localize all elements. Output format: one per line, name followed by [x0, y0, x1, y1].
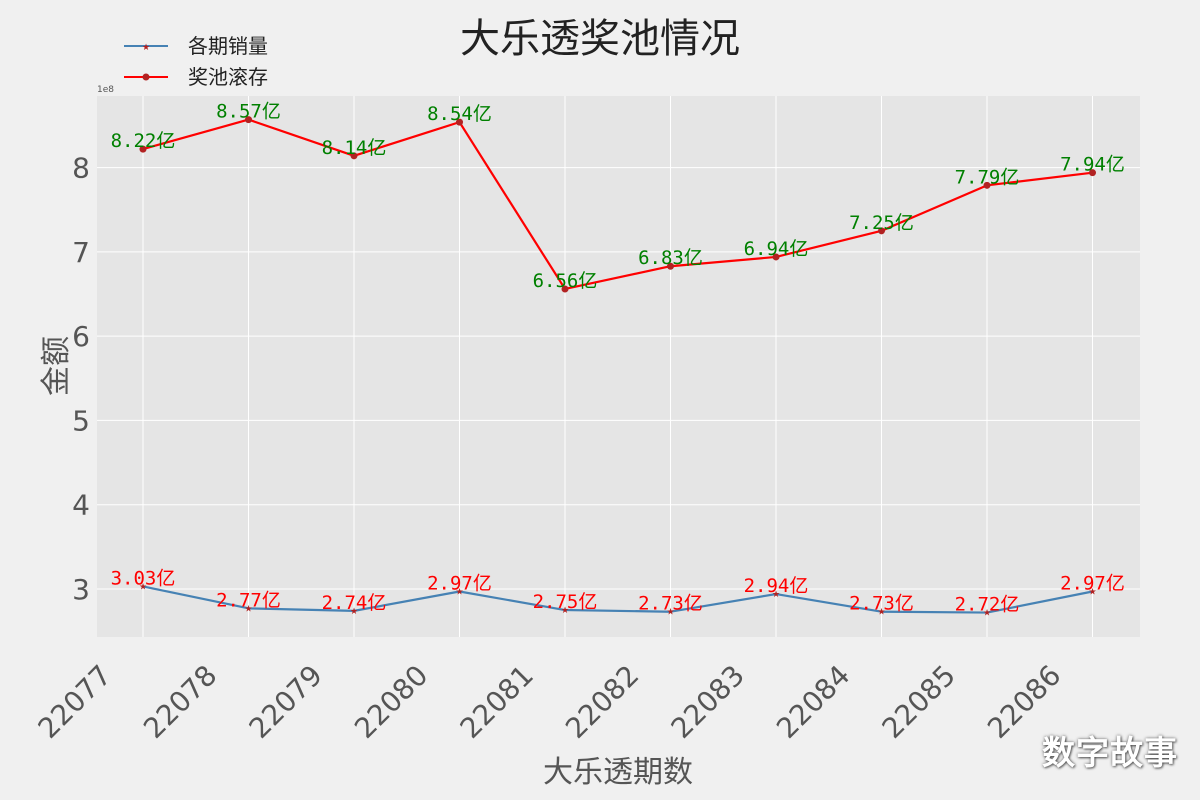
- pool-point: [456, 118, 463, 126]
- pool-point: [667, 262, 674, 270]
- pool-data-label: 6.94亿: [744, 238, 809, 260]
- pool-point: [878, 227, 885, 235]
- x-tick-label: 22078: [137, 659, 223, 745]
- y-tick-label: 7: [72, 236, 90, 269]
- y-tick-label: 3: [72, 573, 90, 606]
- pool-point: [245, 116, 252, 124]
- sales-point: ★: [772, 590, 780, 600]
- x-tick-label: 22082: [559, 659, 645, 745]
- x-tick-label: 22083: [665, 659, 751, 745]
- y-tick-label: 5: [72, 404, 90, 437]
- y-offset-text: 1e8: [97, 85, 114, 95]
- pool-point: [561, 285, 569, 293]
- pool-data-label: 6.56亿: [533, 270, 598, 292]
- x-tick-label: 22079: [243, 659, 329, 745]
- sales-point: ★: [139, 582, 147, 592]
- legend-circle-icon: [142, 73, 150, 81]
- pool-data-label: 6.83亿: [638, 247, 703, 269]
- pool-data-label: 8.22亿: [111, 130, 176, 152]
- sales-point: ★: [455, 587, 463, 597]
- pool-point: [350, 152, 358, 160]
- x-tick-label: 22085: [876, 659, 962, 745]
- sales-data-label: 2.94亿: [744, 575, 809, 597]
- sales-point: ★: [666, 608, 674, 618]
- watermark-logo: 数字故事: [1042, 733, 1178, 772]
- y-axis-label: 金额: [39, 336, 74, 396]
- sales-data-label: 2.77亿: [216, 589, 281, 611]
- pool-point: [139, 145, 147, 153]
- legend-label-sales: 各期销量: [188, 34, 268, 58]
- sales-data-label: 2.73亿: [849, 593, 914, 615]
- sales-data-label: 3.03亿: [111, 567, 176, 589]
- sales-point: ★: [350, 607, 358, 617]
- y-tick-label: 4: [72, 489, 90, 522]
- sales-data-label: 2.97亿: [1060, 572, 1125, 594]
- pool-point: [1089, 169, 1096, 177]
- sales-data-label: 2.75亿: [533, 591, 598, 613]
- sales-point: ★: [561, 606, 569, 616]
- pool-point: [772, 253, 780, 261]
- sales-data-label: 2.74亿: [322, 592, 387, 614]
- legend: ★ 各期销量 奖池滚存: [124, 34, 268, 89]
- pool-data-label: 8.14亿: [322, 137, 387, 159]
- legend-star-icon: ★: [142, 43, 150, 53]
- pool-series-line: [142, 118, 1093, 291]
- pool-data-label: 8.54亿: [427, 103, 492, 125]
- x-tick-label: 22084: [770, 659, 856, 745]
- pool-data-label: 7.94亿: [1060, 154, 1125, 176]
- x-tick-label: 22077: [32, 659, 118, 745]
- sales-point: ★: [877, 608, 885, 618]
- sales-point: ★: [244, 604, 252, 614]
- sales-data-label: 2.73亿: [638, 593, 703, 615]
- sales-data-label: 2.97亿: [427, 572, 492, 594]
- sales-data-label: 2.72亿: [955, 594, 1020, 616]
- y-tick-label: 6: [72, 320, 90, 353]
- x-axis-label: 大乐透期数: [543, 755, 693, 790]
- sales-point: ★: [1088, 587, 1096, 597]
- pool-data-label: 7.79亿: [955, 166, 1020, 188]
- pool-data-label: 8.57亿: [216, 101, 281, 123]
- chart-title: 大乐透奖池情况: [460, 16, 740, 62]
- sales-series-line: [142, 585, 1093, 614]
- y-tick-label: 8: [72, 152, 90, 185]
- legend-label-pool: 奖池滚存: [188, 65, 268, 89]
- series-layer: ★ ★ ★ ★ ★ ★ ★ ★ ★ ★: [139, 116, 1097, 619]
- plot-background: [97, 96, 1140, 637]
- x-tick-label: 22080: [348, 659, 434, 745]
- data-labels: 3.03亿 2.77亿 2.74亿 2.97亿 2.75亿 2.73亿 2.94亿 2.73亿…: [111, 101, 1125, 616]
- pool-point: [983, 181, 991, 189]
- x-tick-label: 22081: [454, 659, 540, 745]
- sales-point: ★: [983, 609, 991, 619]
- pool-data-label: 7.25亿: [849, 212, 914, 234]
